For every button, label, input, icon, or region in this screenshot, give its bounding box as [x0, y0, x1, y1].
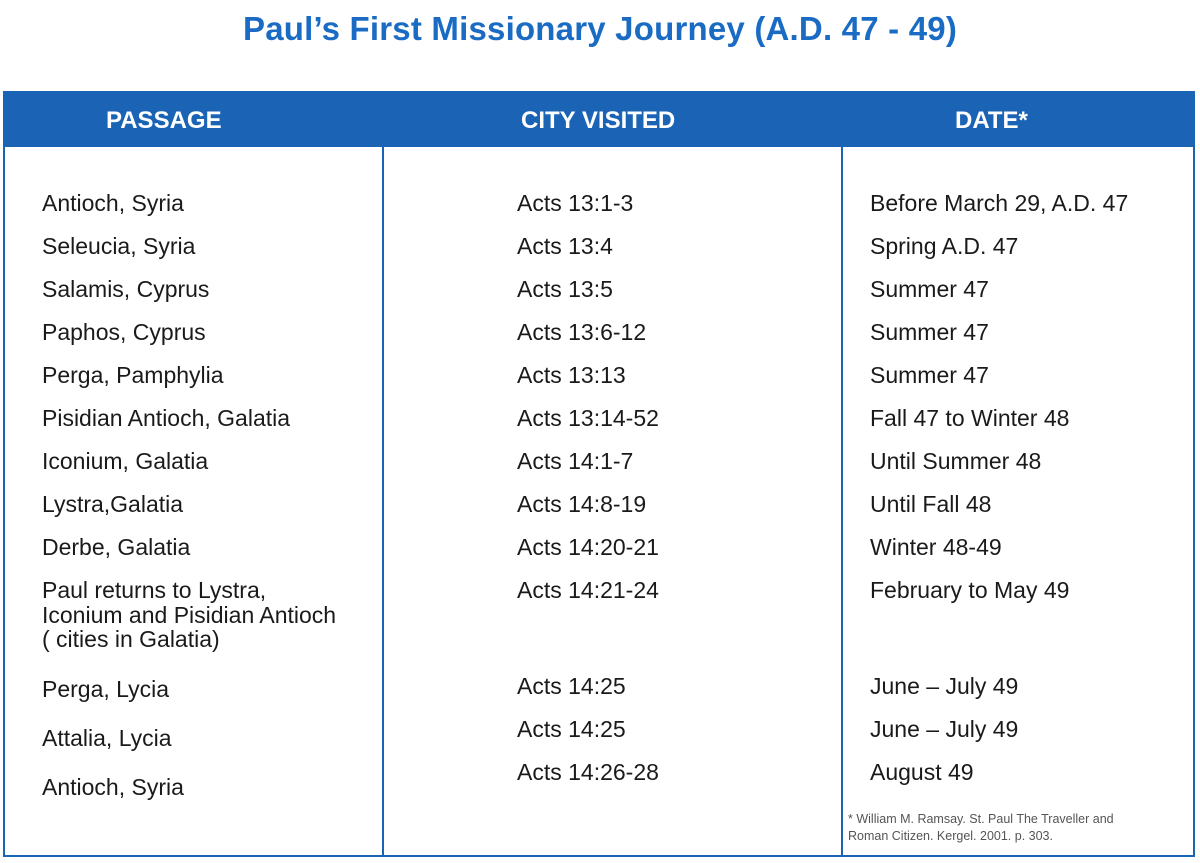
passage-cell: Paphos, Cyprus: [42, 319, 206, 345]
passage-cell: Derbe, Galatia: [42, 534, 191, 560]
date-cell: Spring A.D. 47: [870, 233, 1019, 259]
passage-cell: Perga, Lycia: [42, 676, 169, 702]
journey-table: PASSAGE CITY VISITED DATE* Antioch, Syri…: [3, 91, 1195, 857]
passage-cell-line: Paul returns to Lystra,: [42, 577, 267, 603]
page-title: Paul’s First Missionary Journey (A.D. 47…: [242, 10, 958, 47]
passage-cell: Attalia, Lycia: [42, 725, 172, 751]
city-cell: Acts 13:14-52: [517, 405, 659, 431]
city-cell: Acts 13:1-3: [517, 190, 634, 216]
date-cell: Until Fall 48: [870, 491, 992, 517]
date-cell: Winter 48-49: [870, 534, 1002, 560]
city-cell: Acts 13:6-12: [517, 319, 647, 345]
city-cell: Acts 13:5: [517, 276, 613, 302]
header-passage: PASSAGE: [106, 107, 222, 134]
footnote-line: * William M. Ramsay. St. Paul The Travel…: [848, 812, 1114, 826]
date-cell: August 49: [870, 759, 974, 785]
passage-cell: Perga, Pamphylia: [42, 362, 224, 388]
passage-cell: Salamis, Cyprus: [42, 276, 210, 302]
city-cell: Acts 14:21-24: [517, 577, 659, 603]
column-divider: [841, 147, 843, 855]
column-divider: [382, 147, 384, 855]
passage-cell: Iconium, Galatia: [42, 448, 209, 474]
passage-cell: Seleucia, Syria: [42, 233, 196, 259]
date-cell: June – July 49: [870, 716, 1019, 742]
date-cell: Before March 29, A.D. 47: [870, 190, 1129, 216]
city-cell: Acts 14:20-21: [517, 534, 659, 560]
date-cell: Fall 47 to Winter 48: [870, 405, 1070, 431]
date-cell: February to May 49: [870, 577, 1070, 603]
footnote-line: Roman Citizen. Kergel. 2001. p. 303.: [848, 829, 1053, 843]
date-cell: Summer 47: [870, 319, 989, 345]
footnote: * William M. Ramsay. St. Paul The Travel…: [848, 811, 1114, 845]
city-cell: Acts 13:13: [517, 362, 626, 388]
city-cell: Acts 14:26-28: [517, 759, 659, 785]
passage-cell: Antioch, Syria: [42, 774, 184, 800]
date-cell: June – July 49: [870, 673, 1019, 699]
city-cell: Acts 14:25: [517, 716, 626, 742]
date-cell: Until Summer 48: [870, 448, 1042, 474]
passage-cell: Antioch, Syria: [42, 190, 184, 216]
city-cell: Acts 14:25: [517, 673, 626, 699]
passage-cell: Pisidian Antioch, Galatia: [42, 405, 291, 431]
header-date: DATE*: [955, 107, 1028, 134]
city-cell: Acts 14:1-7: [517, 448, 634, 474]
passage-cell-line: ( cities in Galatia): [42, 626, 220, 652]
date-cell: Summer 47: [870, 362, 989, 388]
city-cell: Acts 14:8-19: [517, 491, 647, 517]
city-cell: Acts 13:4: [517, 233, 613, 259]
table-header: PASSAGE CITY VISITED DATE*: [5, 93, 1193, 147]
date-cell: Summer 47: [870, 276, 989, 302]
passage-cell-line: Iconium and Pisidian Antioch: [42, 602, 337, 628]
passage-cell: Lystra,Galatia: [42, 491, 184, 517]
header-city-visited: CITY VISITED: [521, 107, 676, 134]
